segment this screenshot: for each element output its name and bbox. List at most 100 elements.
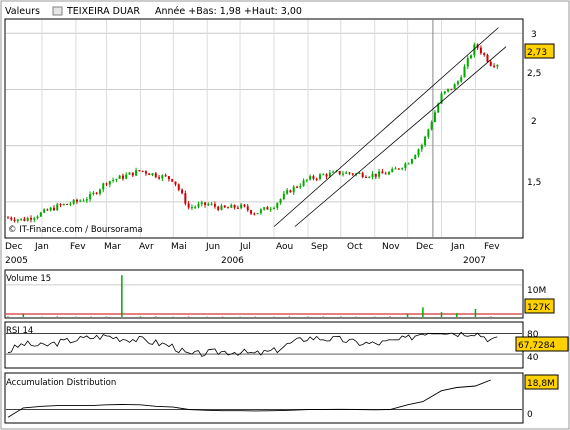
candle-body bbox=[289, 190, 292, 193]
candle-body bbox=[240, 204, 243, 209]
year-label: 2006 bbox=[221, 256, 244, 266]
candle-body bbox=[223, 205, 226, 208]
rsi-lines bbox=[6, 331, 522, 357]
month-label: Jan bbox=[450, 242, 465, 252]
candle-body bbox=[299, 185, 302, 188]
year-label: 2007 bbox=[463, 256, 486, 266]
candle-body bbox=[351, 173, 354, 175]
candle-body bbox=[420, 145, 423, 150]
candle-body bbox=[273, 207, 276, 209]
candle-body bbox=[236, 207, 239, 209]
rsi-panel bbox=[4, 321, 524, 369]
candle-body bbox=[210, 204, 213, 206]
volume-title: Volume 15 bbox=[6, 274, 51, 284]
candle-body bbox=[204, 202, 207, 205]
candle-body bbox=[341, 173, 344, 175]
candle-body bbox=[82, 200, 85, 202]
price-tick-3: 3 bbox=[531, 30, 537, 40]
candle-body bbox=[167, 176, 170, 180]
volume-last-badge bbox=[524, 298, 555, 314]
candle-body bbox=[243, 204, 246, 207]
candle-body bbox=[296, 186, 299, 188]
candle-body bbox=[89, 194, 92, 200]
candle-body bbox=[312, 176, 315, 179]
candle-body bbox=[358, 173, 361, 175]
candle-body bbox=[26, 217, 29, 221]
candle-body bbox=[144, 171, 147, 174]
candle-body bbox=[138, 170, 141, 172]
candle-body bbox=[161, 175, 164, 179]
candle-body bbox=[263, 207, 266, 210]
candle-body bbox=[36, 216, 39, 219]
candle-body bbox=[430, 122, 433, 130]
candle-body bbox=[279, 199, 282, 204]
candle-body bbox=[174, 181, 177, 185]
rsi-last-badge bbox=[515, 336, 569, 352]
candle-body bbox=[266, 207, 269, 210]
candle-body bbox=[69, 203, 72, 205]
rsi-line bbox=[7, 331, 498, 357]
year-label: 2005 bbox=[5, 256, 28, 266]
last-price-badge bbox=[524, 43, 555, 59]
candle-body bbox=[128, 172, 131, 175]
month-label: Dec bbox=[416, 242, 433, 252]
candle-body bbox=[374, 173, 377, 177]
candle-body bbox=[407, 163, 410, 165]
candle-body bbox=[410, 159, 413, 164]
candle-body bbox=[207, 204, 210, 206]
candle-body bbox=[397, 168, 400, 170]
candle-body bbox=[292, 186, 295, 193]
price-panel bbox=[4, 18, 524, 239]
candle-body bbox=[56, 204, 59, 211]
candle-body bbox=[39, 212, 42, 217]
month-label: Jul bbox=[239, 242, 251, 252]
candle-body bbox=[259, 209, 262, 214]
dropdown-icon[interactable] bbox=[52, 6, 63, 16]
candle-body bbox=[473, 44, 476, 56]
candle-body bbox=[460, 77, 463, 82]
candle-body bbox=[154, 173, 157, 178]
volume-tick-10m: 10M bbox=[527, 286, 546, 296]
chart-credit: © IT-Finance.com / Boursorama bbox=[8, 225, 143, 235]
candle-body bbox=[378, 171, 381, 177]
price-tick-2-5: 2,5 bbox=[527, 69, 541, 79]
rsi-tick-80: 80 bbox=[527, 330, 539, 340]
candle-body bbox=[177, 184, 180, 190]
candle-body bbox=[23, 218, 26, 221]
candle-body bbox=[401, 168, 404, 170]
rsi-tick-40: 40 bbox=[527, 353, 539, 363]
rsi-title: RSI 14 bbox=[6, 326, 33, 336]
candle-body bbox=[220, 205, 223, 210]
candle-body bbox=[75, 199, 78, 202]
candle-body bbox=[20, 218, 23, 220]
candle-body bbox=[194, 206, 197, 208]
candle-body bbox=[496, 65, 499, 67]
candle-body bbox=[256, 213, 259, 215]
last-price-value: 2,73 bbox=[527, 48, 547, 58]
candle-body bbox=[384, 173, 387, 175]
candle-body bbox=[437, 103, 440, 113]
candle-body bbox=[66, 203, 69, 205]
candle-body bbox=[85, 199, 88, 201]
candle-body bbox=[391, 168, 394, 173]
ad-last-badge bbox=[524, 374, 559, 390]
candle-body bbox=[190, 207, 193, 209]
candle-body bbox=[424, 136, 427, 146]
valeurs-menu[interactable]: Valeurs bbox=[5, 6, 40, 17]
month-label: Fev bbox=[70, 242, 86, 252]
candle-body bbox=[95, 192, 98, 194]
candle-body bbox=[463, 66, 466, 78]
candle-body bbox=[181, 189, 184, 194]
month-axis: Dec Jan Fev Mar Avr Mai Jun Jul Aou Sep … bbox=[5, 242, 500, 252]
candle-body bbox=[10, 217, 13, 220]
candle-body bbox=[131, 172, 134, 176]
candle-body bbox=[470, 55, 473, 59]
candle-body bbox=[381, 171, 384, 174]
candle-body bbox=[151, 173, 154, 176]
candle-body bbox=[16, 219, 19, 221]
trend-line bbox=[294, 46, 507, 227]
candle-body bbox=[108, 181, 111, 185]
candle-body bbox=[282, 193, 285, 200]
candle-body bbox=[286, 190, 289, 194]
candle-body bbox=[479, 47, 482, 54]
